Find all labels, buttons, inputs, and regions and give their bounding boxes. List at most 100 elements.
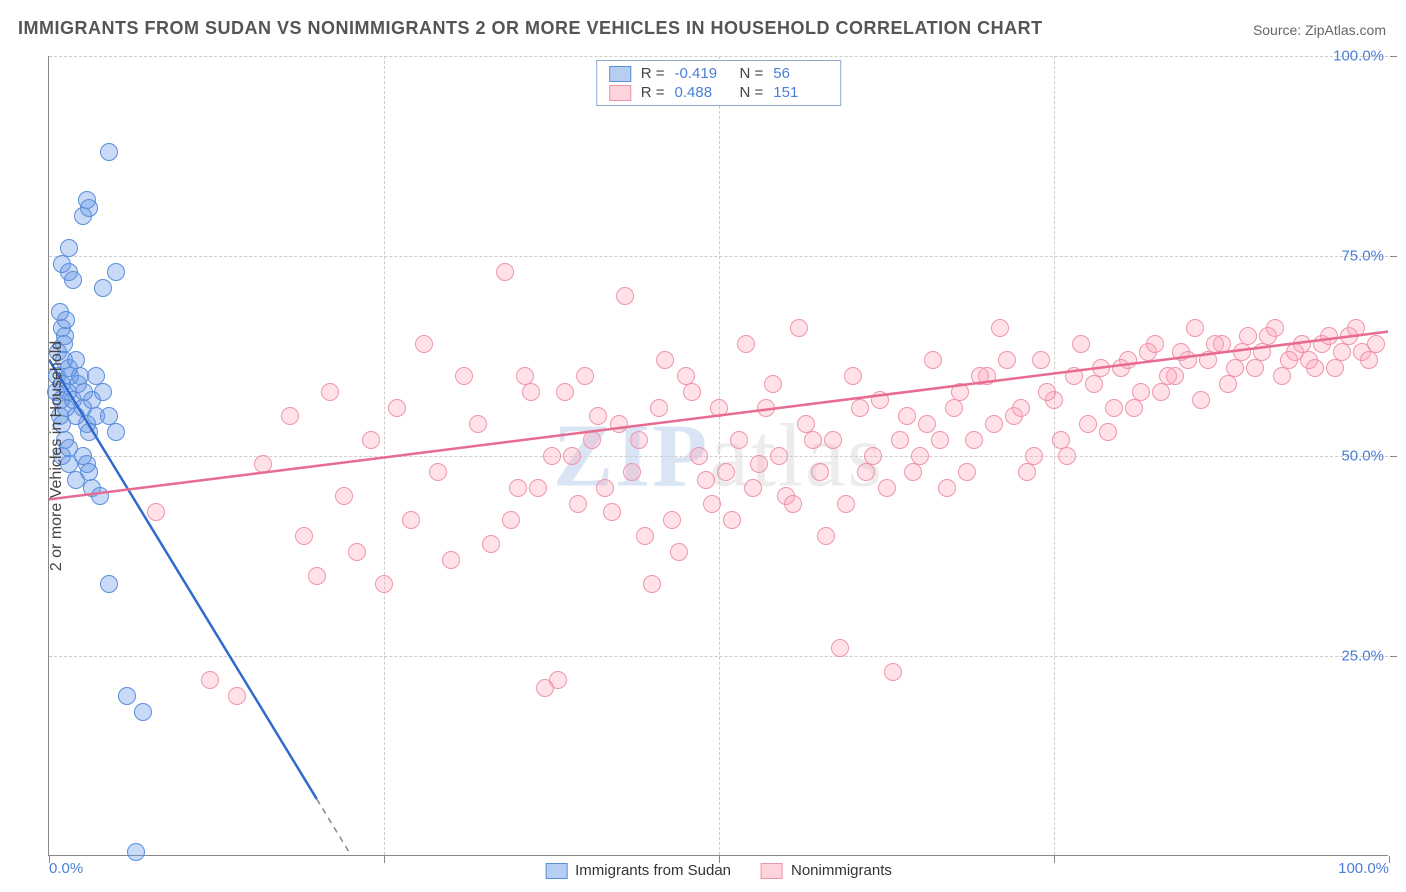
gridline-v bbox=[384, 56, 385, 855]
data-point bbox=[569, 495, 587, 513]
data-point bbox=[74, 447, 92, 465]
data-point bbox=[603, 503, 621, 521]
data-point bbox=[1172, 343, 1190, 361]
correlation-stats-box: R =-0.419N =56R =0.488N =151 bbox=[596, 60, 842, 106]
data-point bbox=[965, 431, 983, 449]
data-point bbox=[643, 575, 661, 593]
data-point bbox=[670, 543, 688, 561]
data-point bbox=[295, 527, 313, 545]
data-point bbox=[1058, 447, 1076, 465]
data-point bbox=[1072, 335, 1090, 353]
data-point bbox=[844, 367, 862, 385]
data-point bbox=[1025, 447, 1043, 465]
data-point bbox=[656, 351, 674, 369]
data-point bbox=[636, 527, 654, 545]
data-point bbox=[1152, 383, 1170, 401]
n-label: N = bbox=[740, 84, 764, 101]
data-point bbox=[1032, 351, 1050, 369]
data-point bbox=[1273, 367, 1291, 385]
data-point bbox=[878, 479, 896, 497]
data-point bbox=[616, 287, 634, 305]
ytick-label: 25.0% bbox=[1341, 648, 1384, 665]
data-point bbox=[931, 431, 949, 449]
data-point bbox=[94, 279, 112, 297]
data-point bbox=[790, 319, 808, 337]
data-point bbox=[1280, 351, 1298, 369]
data-point bbox=[362, 431, 380, 449]
data-point bbox=[610, 415, 628, 433]
data-point bbox=[228, 687, 246, 705]
data-point bbox=[321, 383, 339, 401]
data-point bbox=[1326, 359, 1344, 377]
data-point bbox=[831, 639, 849, 657]
r-label: R = bbox=[641, 84, 665, 101]
data-point bbox=[998, 351, 1016, 369]
data-point bbox=[429, 463, 447, 481]
data-point bbox=[677, 367, 695, 385]
data-point bbox=[891, 431, 909, 449]
ytick-label: 75.0% bbox=[1341, 248, 1384, 265]
data-point bbox=[938, 479, 956, 497]
data-point bbox=[837, 495, 855, 513]
data-point bbox=[1105, 399, 1123, 417]
data-point bbox=[991, 319, 1009, 337]
data-point bbox=[543, 447, 561, 465]
data-point bbox=[1246, 359, 1264, 377]
data-point bbox=[1119, 351, 1137, 369]
legend-label: Immigrants from Sudan bbox=[575, 862, 731, 879]
legend-swatch-pink bbox=[761, 863, 783, 879]
data-point bbox=[107, 423, 125, 441]
legend-swatch-blue bbox=[609, 66, 631, 82]
data-point bbox=[1360, 351, 1378, 369]
data-point bbox=[442, 551, 460, 569]
data-point bbox=[770, 447, 788, 465]
data-point bbox=[348, 543, 366, 561]
data-point bbox=[871, 391, 889, 409]
data-point bbox=[502, 511, 520, 529]
data-point bbox=[563, 447, 581, 465]
data-point bbox=[1146, 335, 1164, 353]
data-point bbox=[1253, 343, 1271, 361]
data-point bbox=[402, 511, 420, 529]
data-point bbox=[737, 335, 755, 353]
data-point bbox=[583, 431, 601, 449]
gridline-v bbox=[1054, 56, 1055, 855]
data-point bbox=[107, 263, 125, 281]
legend-swatch-blue bbox=[545, 863, 567, 879]
data-point bbox=[710, 399, 728, 417]
stats-row: R =0.488N =151 bbox=[609, 84, 829, 101]
data-point bbox=[757, 399, 775, 417]
ytick-label: 50.0% bbox=[1341, 448, 1384, 465]
data-point bbox=[134, 703, 152, 721]
data-point bbox=[529, 479, 547, 497]
chart-title: IMMIGRANTS FROM SUDAN VS NONIMMIGRANTS 2… bbox=[18, 18, 1043, 39]
data-point bbox=[509, 479, 527, 497]
data-point bbox=[623, 463, 641, 481]
data-point bbox=[94, 383, 112, 401]
data-point bbox=[1052, 431, 1070, 449]
data-point bbox=[683, 383, 701, 401]
data-point bbox=[1239, 327, 1257, 345]
data-point bbox=[918, 415, 936, 433]
data-point bbox=[496, 263, 514, 281]
data-point bbox=[100, 575, 118, 593]
data-point bbox=[945, 399, 963, 417]
data-point bbox=[549, 671, 567, 689]
data-point bbox=[388, 399, 406, 417]
data-point bbox=[1226, 359, 1244, 377]
data-point bbox=[958, 463, 976, 481]
data-point bbox=[784, 495, 802, 513]
data-point bbox=[469, 415, 487, 433]
data-point bbox=[797, 415, 815, 433]
data-point bbox=[516, 367, 534, 385]
gridline-v bbox=[719, 56, 720, 855]
data-point bbox=[824, 431, 842, 449]
data-point bbox=[1085, 375, 1103, 393]
legend-label: Nonimmigrants bbox=[791, 862, 892, 879]
data-point bbox=[1199, 351, 1217, 369]
data-point bbox=[1192, 391, 1210, 409]
data-point bbox=[898, 407, 916, 425]
data-point bbox=[254, 455, 272, 473]
source-label: Source: ZipAtlas.com bbox=[1253, 22, 1386, 38]
data-point bbox=[1018, 463, 1036, 481]
